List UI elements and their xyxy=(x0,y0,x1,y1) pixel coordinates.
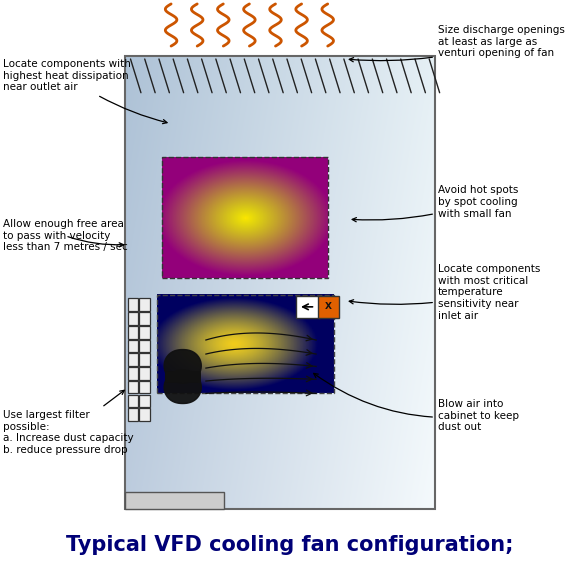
Bar xyxy=(139,409,150,421)
Bar xyxy=(128,381,138,393)
Bar xyxy=(139,326,150,338)
Text: Locate components
with most critical
temperature
sensitivity near
inlet air: Locate components with most critical tem… xyxy=(349,264,541,320)
Text: Avoid hot spots
by spot cooling
with small fan: Avoid hot spots by spot cooling with sma… xyxy=(352,185,519,222)
Text: Locate components with
highest heat dissipation
near outlet air: Locate components with highest heat diss… xyxy=(3,59,167,124)
Bar xyxy=(139,395,150,407)
Bar xyxy=(125,56,435,509)
Bar xyxy=(128,339,138,352)
Bar xyxy=(139,312,150,325)
Text: Size discharge openings
at least as large as
venturi opening of fan: Size discharge openings at least as larg… xyxy=(349,25,565,62)
Bar xyxy=(128,367,138,380)
Bar xyxy=(128,353,138,366)
Bar xyxy=(165,373,200,380)
Bar xyxy=(318,296,339,318)
Text: Use largest filter
possible:
a. Increase dust capacity
b. reduce pressure drop: Use largest filter possible: a. Increase… xyxy=(3,390,133,455)
Bar xyxy=(128,298,138,311)
Bar xyxy=(296,296,320,318)
Bar xyxy=(128,409,138,421)
Text: Allow enough free area
to pass with velocity
less than 7 metres / sec: Allow enough free area to pass with velo… xyxy=(3,219,128,252)
Text: X: X xyxy=(325,302,332,311)
Bar xyxy=(125,492,224,509)
Bar xyxy=(139,381,150,393)
Bar xyxy=(139,367,150,380)
Text: Blow air into
cabinet to keep
dust out: Blow air into cabinet to keep dust out xyxy=(314,373,519,432)
Bar xyxy=(139,353,150,366)
Bar xyxy=(139,298,150,311)
Bar xyxy=(157,295,334,393)
Polygon shape xyxy=(164,350,201,383)
Polygon shape xyxy=(164,370,201,404)
Bar xyxy=(162,157,328,278)
Bar xyxy=(128,326,138,338)
Text: Typical VFD cooling fan configuration;: Typical VFD cooling fan configuration; xyxy=(66,535,514,555)
Bar xyxy=(165,371,200,382)
Bar xyxy=(128,312,138,325)
Bar xyxy=(128,395,138,407)
Bar xyxy=(139,339,150,352)
